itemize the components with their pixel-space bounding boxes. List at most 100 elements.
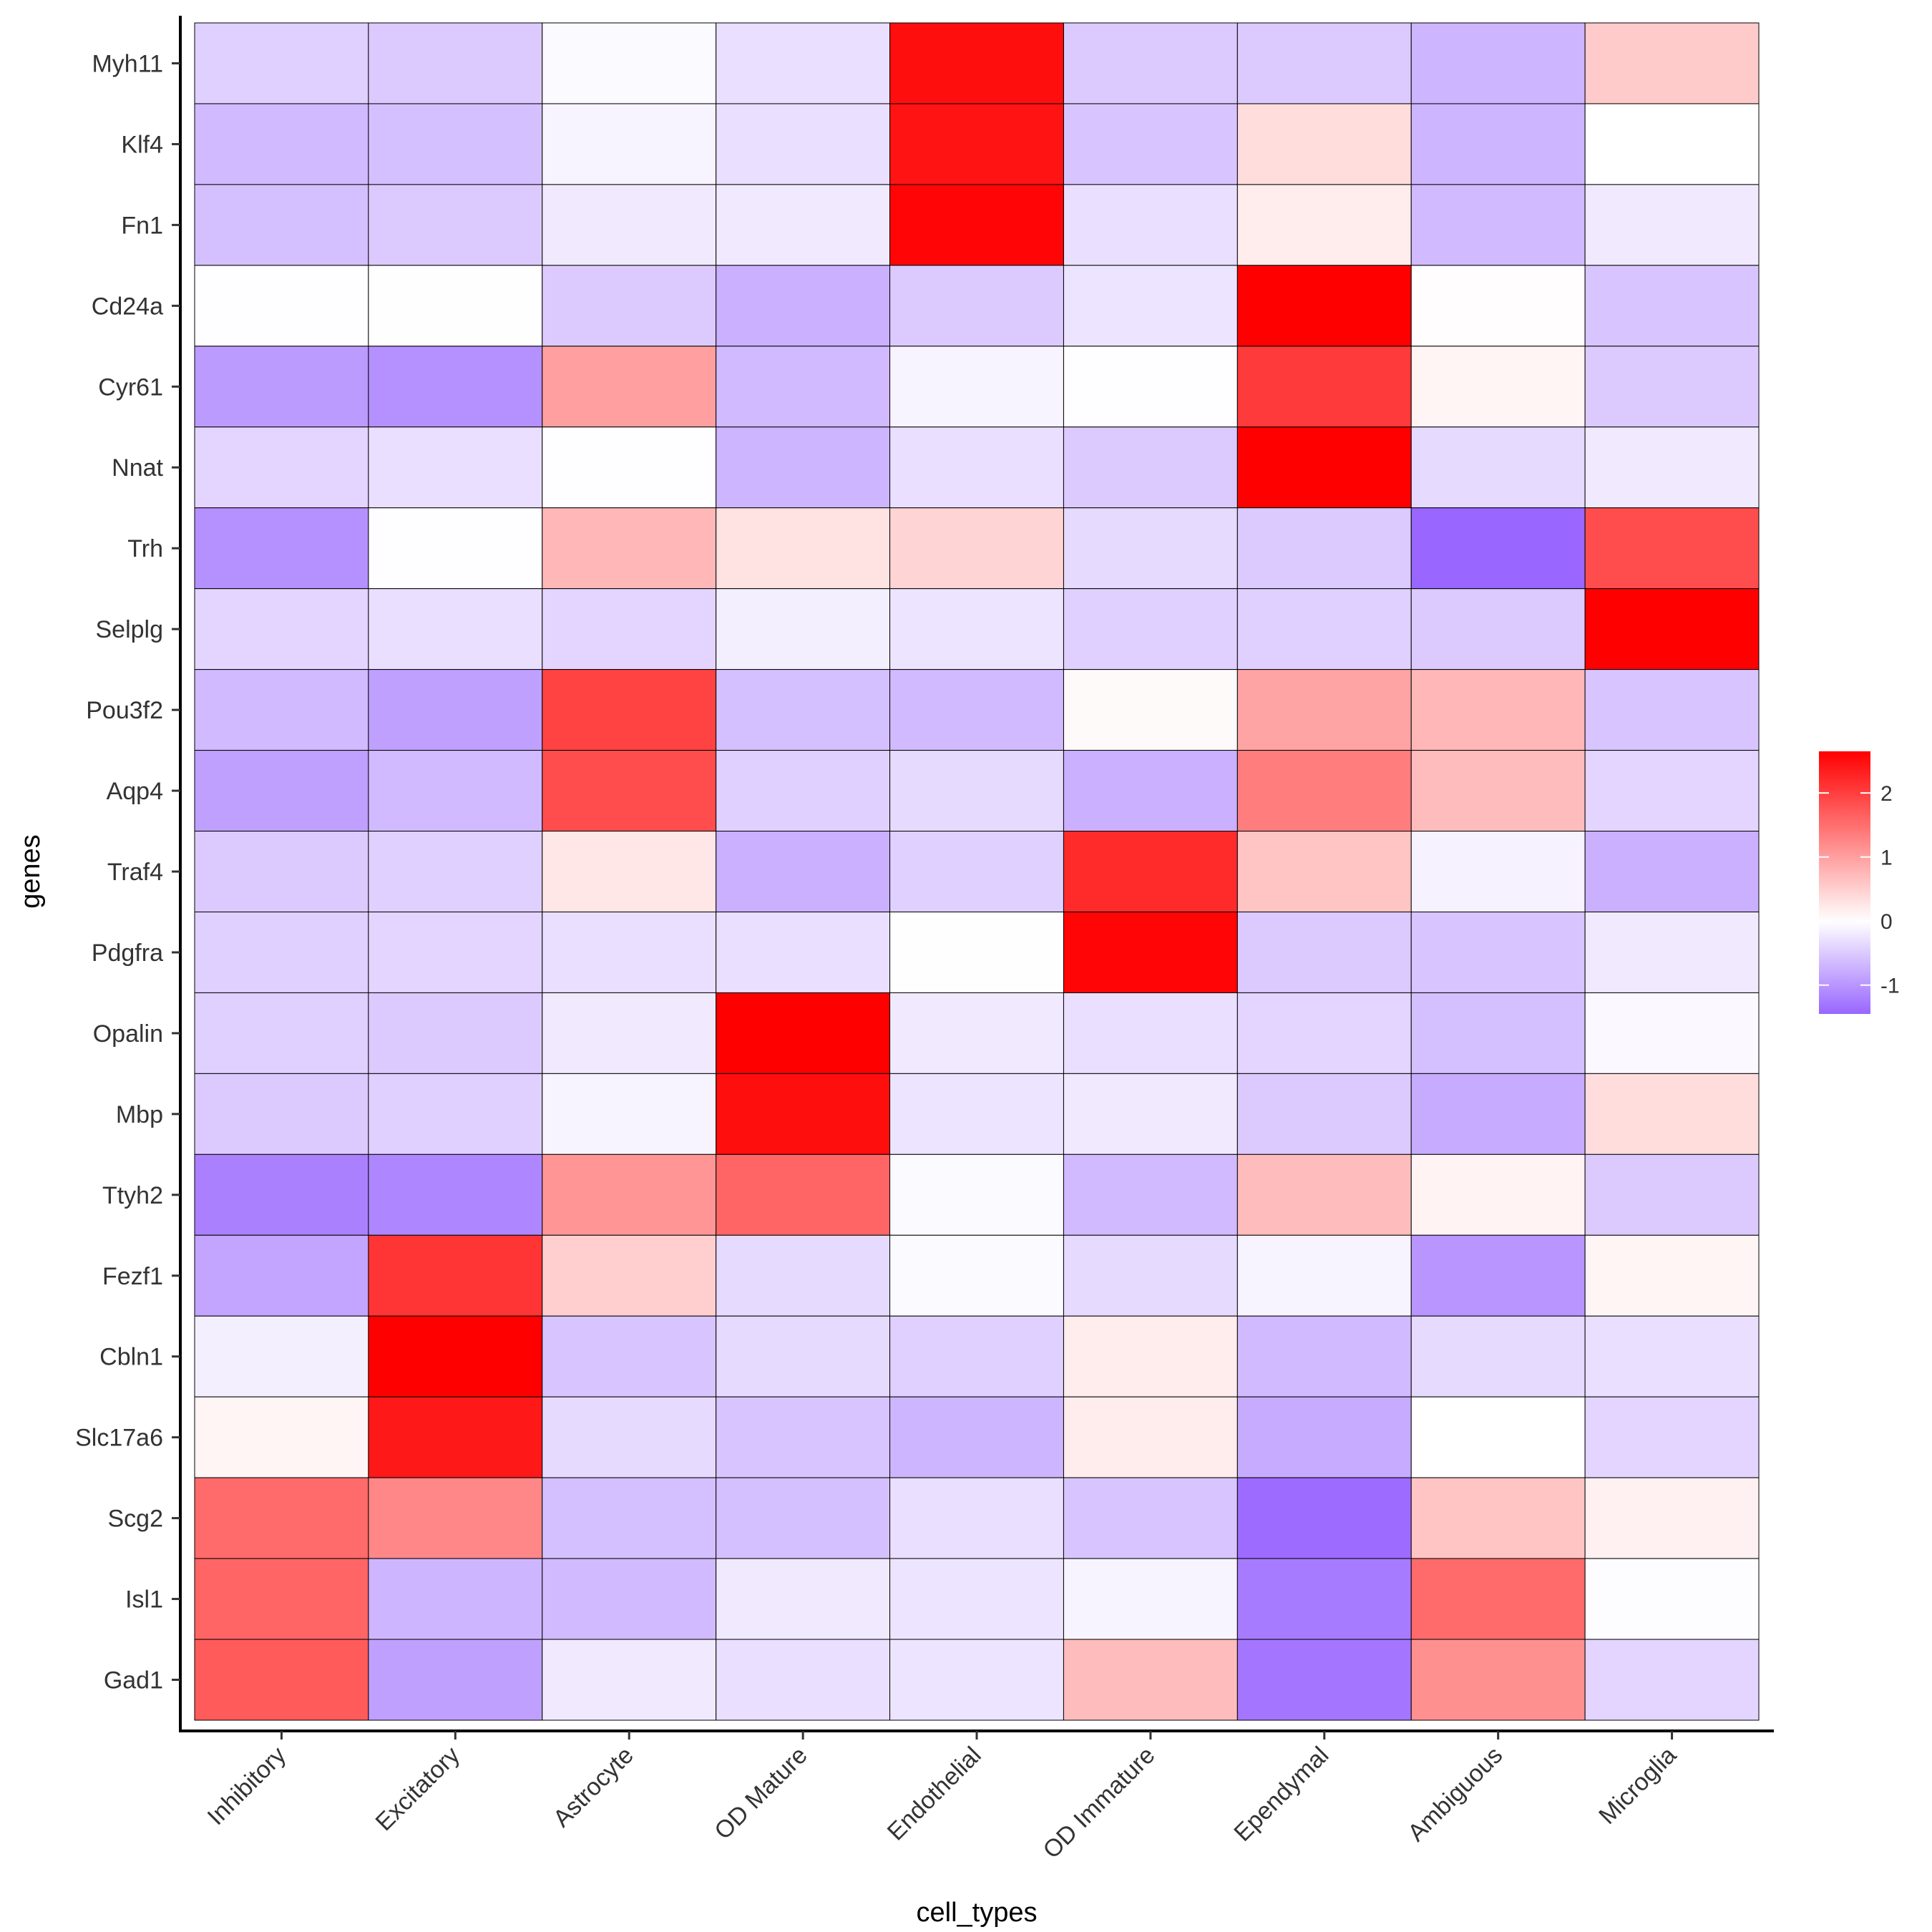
heatmap-cell	[542, 1234, 717, 1317]
y-tick-label: Slc17a6	[75, 1425, 163, 1452]
heatmap-cell	[1236, 992, 1412, 1074]
heatmap-cell	[1236, 22, 1412, 104]
heatmap-cell	[1236, 669, 1412, 751]
heatmap-cell	[1236, 588, 1412, 670]
colorbar	[1819, 751, 1870, 1014]
heatmap-cell	[1410, 426, 1586, 509]
heatmap-cell	[889, 426, 1064, 509]
heatmap-cell	[368, 1477, 543, 1559]
heatmap-cell	[1584, 426, 1760, 509]
heatmap-cell	[1236, 184, 1412, 266]
heatmap-cell	[194, 1396, 369, 1478]
y-tick-label: Klf4	[121, 131, 163, 158]
y-tick-label: Nnat	[112, 454, 163, 482]
y-tick-label: Aqp4	[107, 778, 163, 805]
heatmap-cell	[1236, 1073, 1412, 1155]
heatmap-cell	[716, 265, 891, 347]
x-tick-label: OD Immature	[1038, 1742, 1160, 1864]
heatmap-cell	[1410, 588, 1586, 670]
heatmap-cell	[716, 1234, 891, 1317]
heatmap-cell	[889, 1639, 1064, 1721]
heatmap-cell	[1063, 1315, 1238, 1397]
y-tick-label: Isl1	[125, 1586, 163, 1614]
heatmap-cell	[368, 346, 543, 428]
heatmap-cell	[368, 992, 543, 1074]
heatmap-cell	[542, 669, 717, 751]
heatmap-cell	[716, 1396, 891, 1478]
colorbar-tick-label: -1	[1880, 975, 1900, 998]
heatmap-cell	[194, 1639, 369, 1721]
heatmap-cell	[889, 1396, 1064, 1478]
heatmap-cell	[716, 184, 891, 266]
y-tick-label: Traf4	[107, 859, 163, 886]
heatmap-cell	[1410, 1558, 1586, 1640]
y-tick-label: Cd24a	[92, 293, 163, 320]
y-tick-label: Fn1	[121, 212, 163, 239]
heatmap-cell	[194, 992, 369, 1074]
heatmap-cell	[194, 265, 369, 347]
y-tick-label: Scg2	[108, 1506, 164, 1533]
heatmap-cell	[1063, 1477, 1238, 1559]
colorbar-tick-label: 0	[1880, 910, 1893, 934]
y-tick-label: Opalin	[93, 1020, 163, 1048]
heatmap-cell	[1410, 346, 1586, 428]
heatmap-cell	[716, 507, 891, 590]
heatmap-cell	[1410, 992, 1586, 1074]
colorbar-tick-label: 2	[1880, 782, 1893, 806]
heatmap-cell	[542, 507, 717, 590]
heatmap-cell	[1584, 103, 1760, 185]
heatmap-cell	[1584, 507, 1760, 590]
heatmap-cell	[716, 1477, 891, 1559]
heatmap-cell	[194, 1558, 369, 1640]
heatmap-cell	[1063, 588, 1238, 670]
heatmap-cell	[1236, 750, 1412, 832]
heatmap-cell	[716, 750, 891, 832]
y-tick-label: Gad1	[104, 1667, 163, 1694]
heatmap-cell	[889, 992, 1064, 1074]
heatmap-cell	[1236, 1558, 1412, 1640]
heatmap-cell	[889, 669, 1064, 751]
heatmap-cell	[1236, 1639, 1412, 1721]
heatmap-cell	[368, 1396, 543, 1478]
heatmap-cell	[1236, 911, 1412, 993]
heatmap-cell	[542, 911, 717, 993]
heatmap-cell	[1584, 1639, 1760, 1721]
heatmap-cell	[1584, 346, 1760, 428]
heatmap-cell	[889, 750, 1064, 832]
x-tick-label: Ambiguous	[1402, 1742, 1508, 1847]
heatmap-cell	[889, 265, 1064, 347]
heatmap-cells	[194, 22, 1760, 1721]
heatmap-cell	[1584, 669, 1760, 751]
heatmap-cell	[1236, 507, 1412, 590]
heatmap-cell	[1063, 346, 1238, 428]
x-tick-label: Astrocyte	[548, 1742, 639, 1833]
heatmap-cell	[542, 426, 717, 509]
heatmap-cell	[542, 265, 717, 347]
heatmap-cell	[542, 1477, 717, 1559]
heatmap-cell	[1410, 669, 1586, 751]
x-tick-label: Inhibitory	[203, 1742, 291, 1830]
heatmap-cell	[889, 1477, 1064, 1559]
y-tick-label: Selplg	[95, 616, 163, 643]
heatmap-cell	[194, 588, 369, 670]
heatmap-cell	[1410, 1396, 1586, 1478]
heatmap-cell	[1584, 1558, 1760, 1640]
heatmap-cell	[1236, 1315, 1412, 1397]
y-tick-label: Cbln1	[99, 1344, 163, 1371]
y-tick-label: Mbp	[116, 1101, 163, 1128]
heatmap-cell	[889, 184, 1064, 266]
heatmap-cell	[368, 265, 543, 347]
x-axis-ticks: Inhibitory Excitatory Astrocyte OD Mature En…	[203, 1731, 1682, 1864]
heatmap-cell	[889, 588, 1064, 670]
heatmap-cell	[368, 750, 543, 832]
heatmap-cell	[542, 184, 717, 266]
heatmap-cell	[368, 507, 543, 590]
heatmap-cell	[889, 1234, 1064, 1317]
y-tick-label: Fezf1	[102, 1263, 163, 1290]
heatmap-cell	[716, 1153, 891, 1236]
heatmap-cell	[889, 507, 1064, 590]
heatmap-cell	[1410, 831, 1586, 912]
heatmap-cell	[716, 1315, 891, 1397]
heatmap-cell	[1063, 1558, 1238, 1640]
